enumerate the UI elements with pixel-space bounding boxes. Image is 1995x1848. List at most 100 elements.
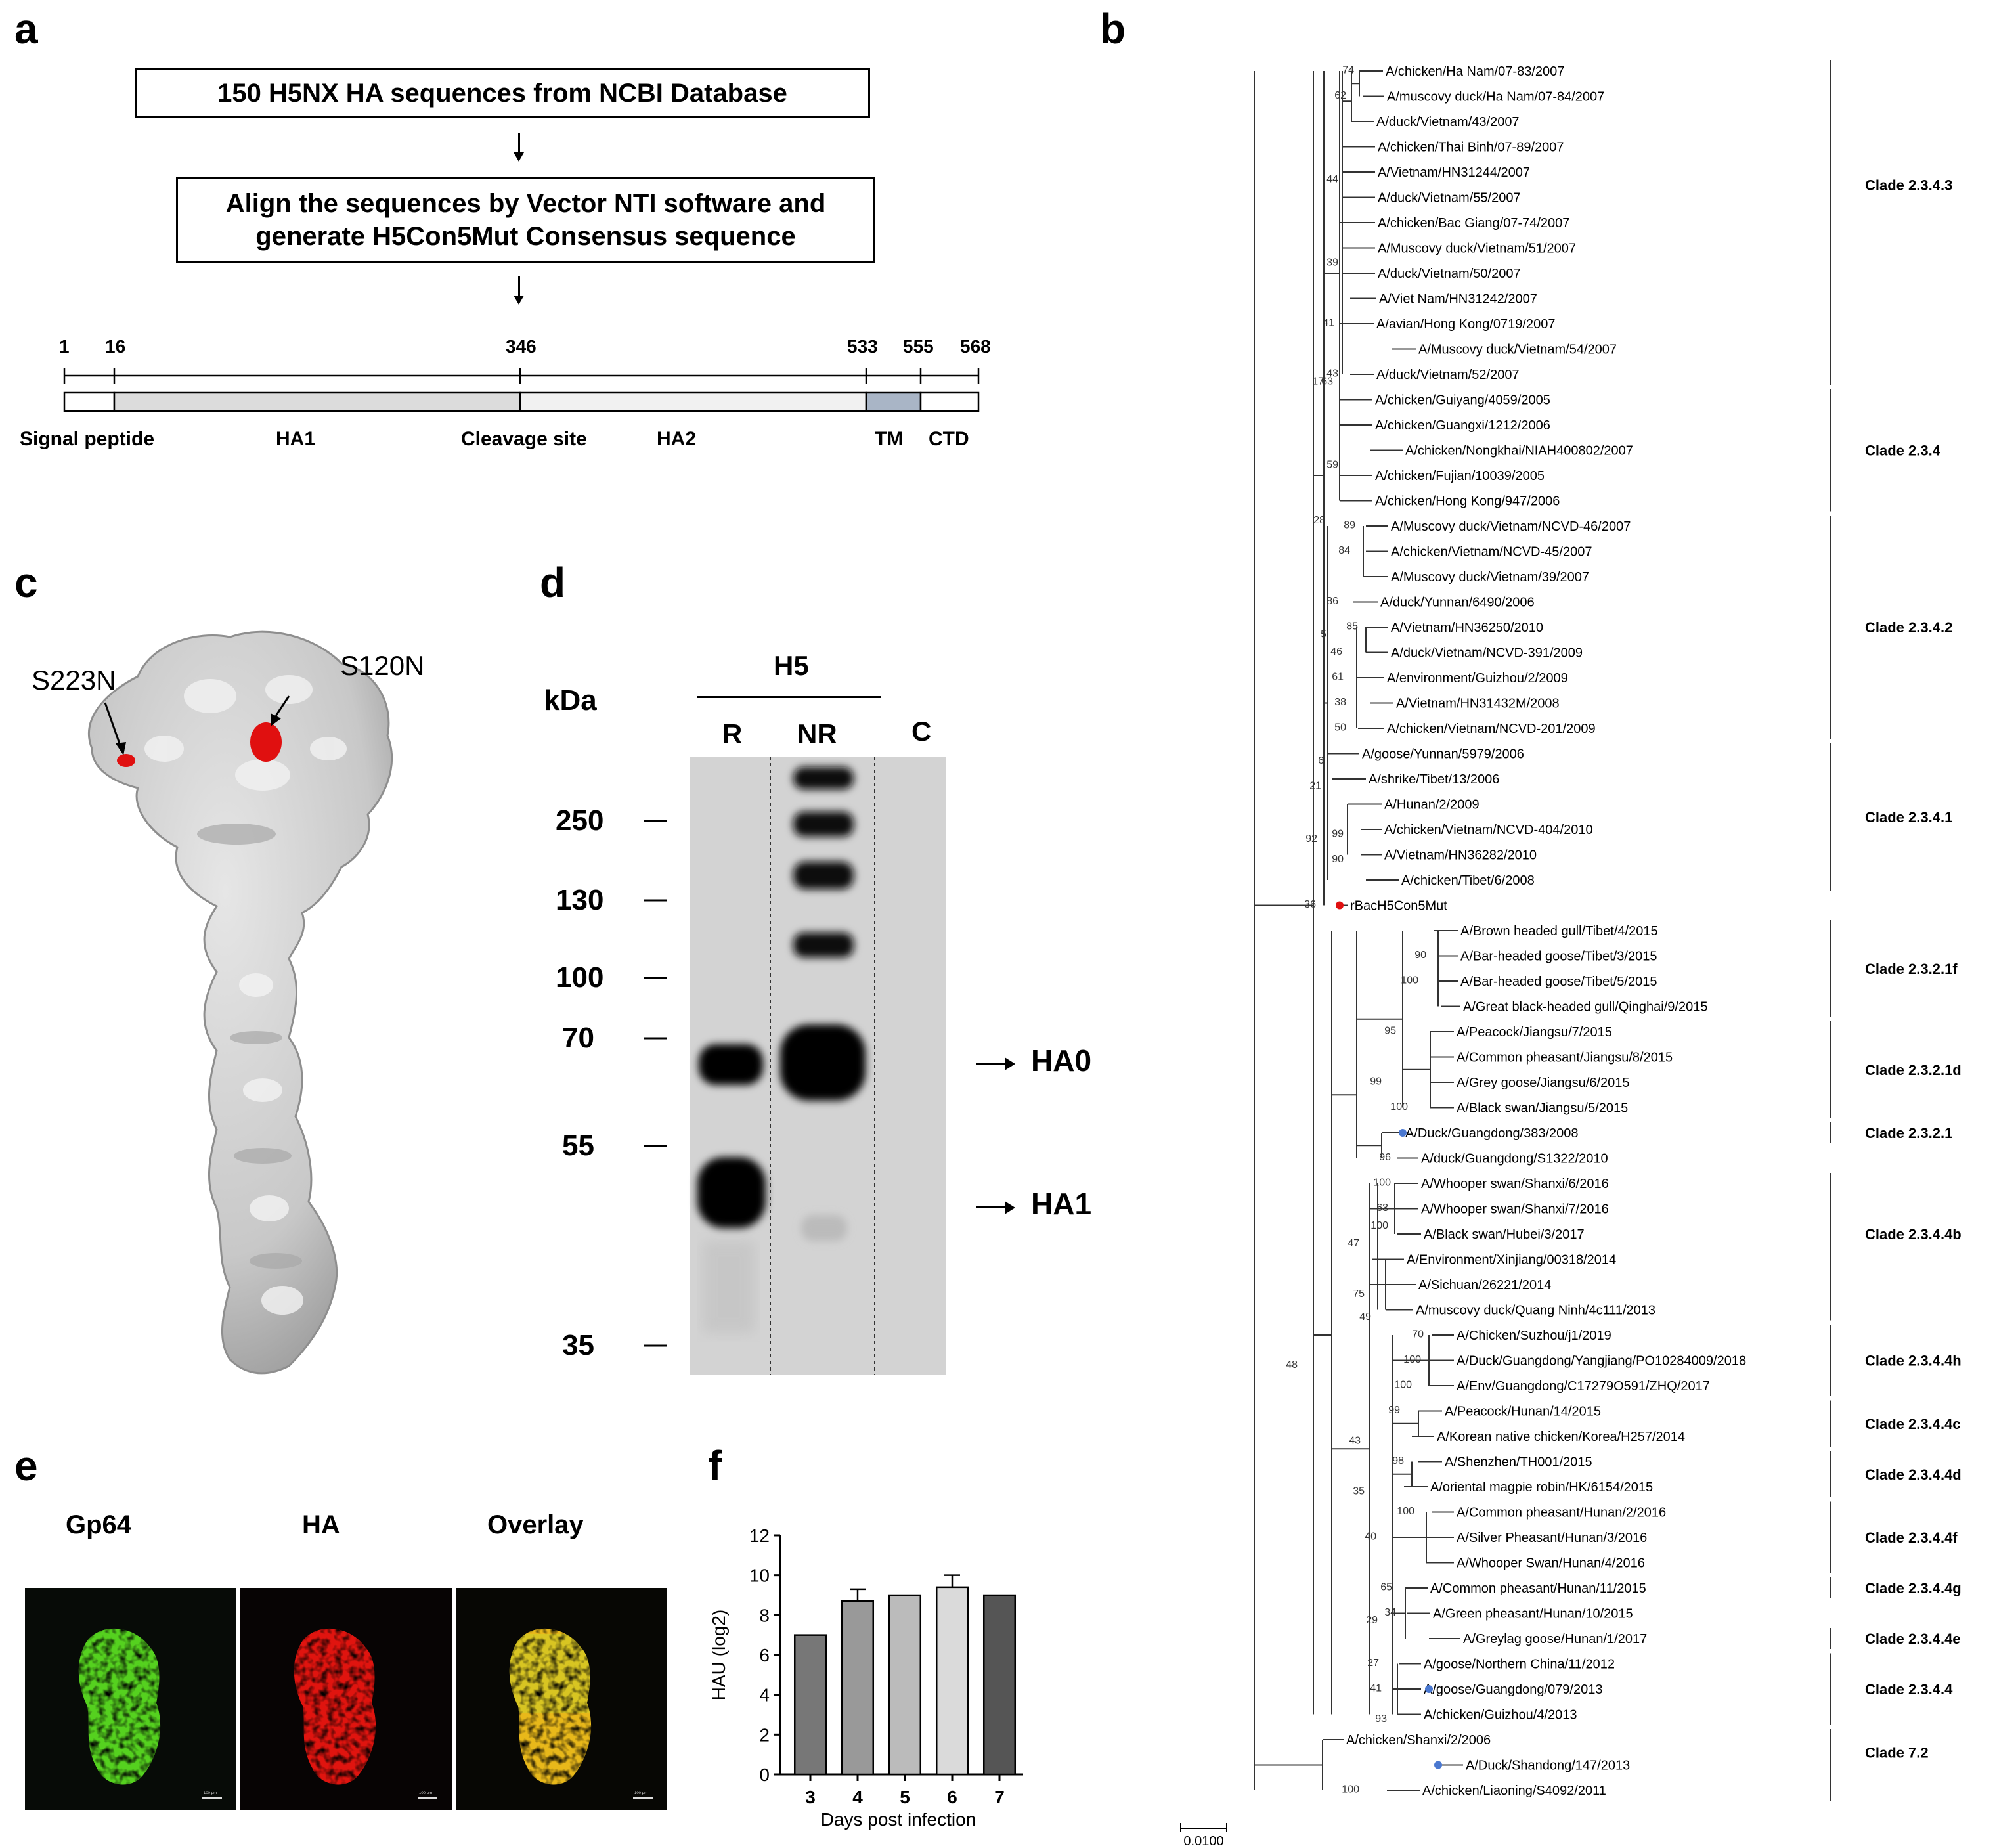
tree-taxon-label: A/Hunan/2/2009: [1384, 798, 1480, 812]
band-nr-faint: [801, 1215, 847, 1241]
tree-taxon-label: A/Peacock/Hunan/14/2015: [1445, 1405, 1601, 1419]
panel-label-c: c: [14, 559, 38, 606]
flow-box-database: 150 H5NX HA sequences from NCBI Database: [135, 68, 870, 118]
tree-taxon-label: A/Shenzhen/TH001/2015: [1445, 1455, 1592, 1470]
ha0-arrow: [976, 1063, 1007, 1065]
tree-taxon-label: A/Common pheasant/Hunan/11/2015: [1430, 1581, 1646, 1596]
tree-taxon-label: A/Black swan/Jiangsu/5/2015: [1457, 1101, 1628, 1116]
marker-100: 100: [556, 961, 604, 994]
tree-taxon-label: A/chicken/Vietnam/NCVD-45/2007: [1391, 545, 1592, 560]
tree-taxon-label: A/duck/Vietnam/55/2007: [1378, 191, 1521, 206]
tree-taxon-label: A/duck/Vietnam/43/2007: [1376, 115, 1520, 129]
tree-reference-dot: [1399, 1129, 1407, 1137]
mutation-site-s120n: [250, 722, 282, 762]
panel-label-f: f: [708, 1442, 722, 1489]
ha-domain-map: [63, 368, 980, 412]
tree-taxon-label: A/duck/Vietnam/NCVD-391/2009: [1391, 646, 1583, 661]
tree-bootstrap: 96: [1379, 1152, 1391, 1163]
tree-bootstrap: 59: [1326, 459, 1338, 470]
f-bar: [935, 1586, 969, 1776]
h5-group-underline: [697, 696, 881, 698]
ha-protein-structure: [87, 630, 393, 1375]
tree-bootstrap: 100: [1373, 1177, 1391, 1189]
micrograph-gp64: [25, 1588, 236, 1810]
tree-bootstrap: 70: [1412, 1329, 1424, 1340]
f-ytick-label: 12: [749, 1526, 770, 1546]
tree-taxon-label: A/Sichuan/26221/2014: [1418, 1278, 1551, 1292]
western-blot: [644, 757, 946, 1375]
tree-bootstrap: 99: [1332, 828, 1344, 839]
f-bar: [793, 1634, 827, 1776]
tree-bootstrap: 100: [1342, 1784, 1359, 1795]
f-bar: [982, 1594, 1017, 1776]
tree-taxon-label: A/Common pheasant/Hunan/2/2016: [1457, 1506, 1666, 1520]
tree-clade-label: Clade 2.3.4.4e: [1865, 1631, 1961, 1647]
tree-taxon-label: A/chicken/Shanxi/2/2006: [1346, 1733, 1491, 1748]
tree-reference-dot: [1425, 1685, 1433, 1693]
label-tm: TM: [875, 428, 904, 450]
tree-taxon-label: A/chicken/Thai Binh/07-89/2007: [1378, 141, 1564, 155]
band-nr-top3: [793, 862, 854, 889]
lane-label-nr: NR: [797, 718, 837, 749]
tree-taxon-label: A/chicken/Nongkhai/NIAH400802/2007: [1405, 444, 1633, 458]
position-555: 555: [903, 336, 934, 357]
tree-bootstrap: 38: [1334, 697, 1346, 708]
tree-taxon-label: A/Vietnam/HN36250/2010: [1391, 621, 1543, 635]
tree-bootstrap: 100: [1397, 1506, 1414, 1517]
tree-clade-label: Clade 2.3.2.1d: [1865, 1062, 1962, 1078]
h5-group-label: H5: [774, 650, 809, 681]
tree-clade-label: Clade 2.3.2.1: [1865, 1125, 1952, 1141]
panel-label-d: d: [540, 559, 566, 606]
tree-taxon-label: A/muscovy duck/Quang Ninh/4c111/2013: [1416, 1304, 1655, 1318]
tree-bootstrap: 17: [1312, 376, 1324, 387]
tree-bootstrap: 100: [1390, 1101, 1408, 1112]
f-xtick-label: 6: [947, 1787, 957, 1807]
tree-taxon-label: A/Whooper swan/Shanxi/6/2016: [1421, 1177, 1609, 1191]
tree-taxon-label: A/Muscovy duck/Vietnam/51/2007: [1378, 242, 1576, 256]
tree-bootstrap: 43: [1326, 368, 1338, 380]
tree-taxon-label: A/Silver Pheasant/Hunan/3/2016: [1457, 1531, 1647, 1545]
f-ytick-label: 4: [759, 1685, 770, 1705]
tree-taxon-label: A/Duck/Shandong/147/2013: [1466, 1759, 1630, 1773]
tree-taxon-label: A/Vietnam/HN31244/2007: [1378, 165, 1530, 180]
tree-clade-label: Clade 2.3.4.3: [1865, 177, 1952, 193]
tree-bootstrap: 5: [1321, 628, 1326, 640]
tree-bootstrap: 41: [1323, 318, 1334, 329]
tree-clade-label: Clade 2.3.4.4: [1865, 1681, 1953, 1698]
micrograph-overlay: [456, 1588, 667, 1810]
tree-clade-label: Clade 2.3.4.4g: [1865, 1580, 1962, 1596]
tree-taxon-label: A/duck/Guangdong/S1322/2010: [1421, 1152, 1608, 1166]
tree-bootstrap: 49: [1359, 1311, 1371, 1323]
tree-bootstrap: 100: [1403, 1354, 1421, 1365]
f-ytick-label: 6: [759, 1645, 770, 1665]
protein-surface: [87, 630, 393, 1375]
f-ylabel: HAU (log2): [709, 1610, 729, 1700]
tree-taxon-label: A/duck/Vietnam/52/2007: [1376, 368, 1520, 382]
tree-taxon-label: A/goose/Yunnan/5979/2006: [1362, 747, 1524, 762]
tree-taxon-label: A/duck/Yunnan/6490/2006: [1380, 596, 1535, 610]
tree-bootstrap: 86: [1326, 596, 1338, 607]
tree-bootstrap: 46: [1330, 646, 1342, 657]
position-1: 1: [59, 336, 70, 357]
f-ytick-label: 10: [749, 1566, 770, 1586]
tree-bootstrap: 6: [1318, 755, 1324, 766]
tree-bootstrap: 89: [1344, 520, 1355, 531]
mutation-label-s120n: S120N: [340, 650, 425, 681]
tree-bootstrap: 100: [1394, 1380, 1412, 1391]
f-xtick-label: 4: [852, 1787, 863, 1807]
mutation-label-s223n: S223N: [32, 665, 116, 695]
tree-bootstrap: 35: [1353, 1485, 1365, 1497]
tree-bootstrap: 43: [1349, 1435, 1361, 1446]
panel-label-a: a: [14, 5, 38, 53]
tree-taxon-label: A/chicken/Guizhou/4/2013: [1424, 1708, 1577, 1723]
tree-taxon-label: rBacH5Con5Mut: [1350, 899, 1447, 913]
tree-taxon-label: A/Vietnam/HN36282/2010: [1384, 848, 1537, 863]
tree-bootstrap: 50: [1334, 722, 1346, 734]
tree-taxon-label: A/chicken/Vietnam/NCVD-201/2009: [1387, 722, 1596, 736]
lane-label-c: C: [911, 716, 932, 747]
tree-bootstrap: 27: [1367, 1658, 1379, 1669]
tree-reference-dot: [1434, 1761, 1442, 1769]
tree-bootstrap: 93: [1375, 1713, 1387, 1725]
tree-bootstrap: 44: [1326, 173, 1338, 185]
f-xtick-label: 5: [900, 1787, 910, 1807]
